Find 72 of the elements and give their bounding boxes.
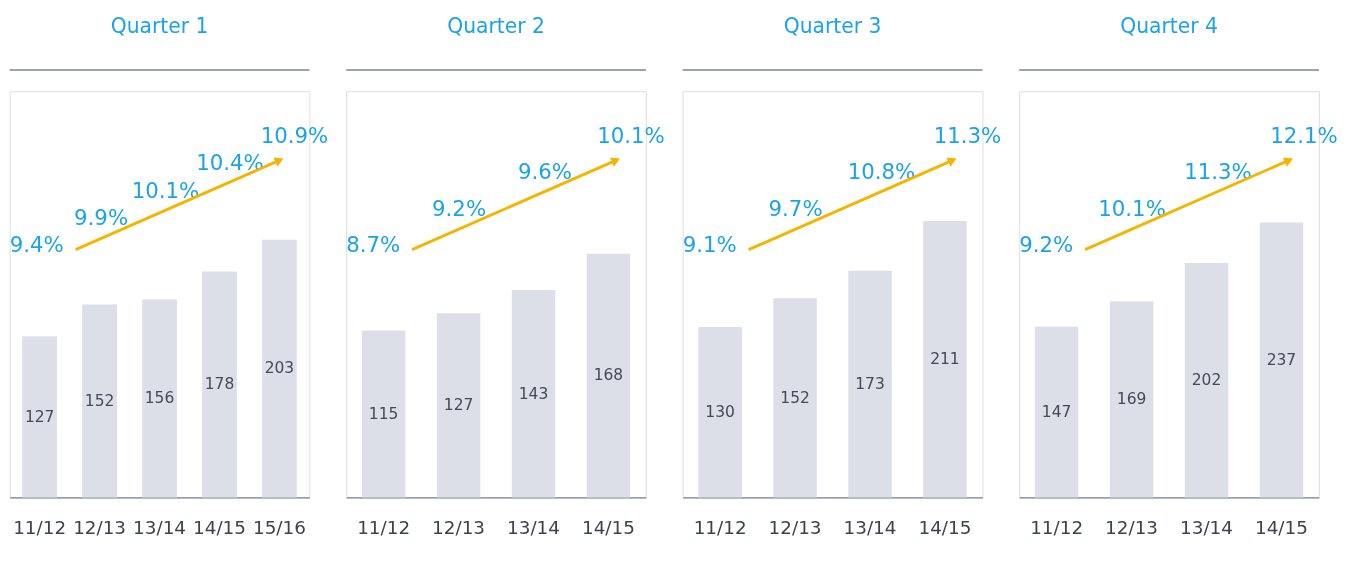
data-label: 143: [518, 384, 549, 403]
bar: [436, 313, 481, 498]
bar: [1184, 263, 1229, 498]
data-label: 152: [84, 391, 115, 410]
annotation: 11.3%: [933, 122, 1002, 148]
x-tick-label: 11/12: [693, 516, 747, 538]
x-tick-label: 11/12: [1030, 516, 1084, 538]
annotation: 10.9%: [260, 122, 329, 148]
data-label: 169: [1116, 390, 1147, 409]
annotation: 10.8%: [847, 159, 916, 185]
bar: [361, 330, 406, 498]
data-label: 130: [705, 403, 735, 422]
annotation: 10.1%: [1098, 195, 1166, 221]
bar: [848, 270, 892, 498]
x-tick-label: 14/15: [193, 516, 246, 538]
data-label: 147: [1041, 402, 1072, 421]
data-label: 237: [1266, 350, 1297, 369]
annotation: 12.1%: [1270, 122, 1338, 148]
x-tick-label: 14/15: [1254, 516, 1308, 538]
annotation: 9.1%: [682, 232, 737, 258]
annotation: 9.4%: [9, 232, 64, 258]
bar: [142, 299, 177, 498]
data-label: 202: [1191, 371, 1222, 390]
data-label: 211: [930, 350, 960, 369]
annotation: 9.6%: [517, 159, 573, 185]
data-label: 156: [144, 389, 175, 408]
data-label: 178: [204, 375, 235, 394]
annotation: 10.4%: [196, 150, 264, 176]
x-tick-label: 12/13: [768, 516, 822, 538]
data-label: 152: [780, 388, 810, 407]
chart-title: Quarter 1: [110, 13, 209, 38]
bar: [1034, 326, 1079, 498]
bar: [586, 253, 631, 498]
annotation: 8.7%: [346, 232, 401, 258]
annotation: 11.3%: [1184, 159, 1252, 185]
x-tick-label: 11/12: [357, 516, 411, 538]
data-label: 168: [593, 366, 624, 385]
annotation: 9.2%: [1019, 232, 1074, 258]
x-tick-label: 14/15: [581, 516, 635, 538]
chart-title: Quarter 4: [1120, 13, 1218, 38]
bar: [82, 304, 117, 498]
x-tick-label: 15/16: [252, 516, 306, 538]
bar: [773, 298, 817, 498]
x-tick-label: 12/13: [1105, 516, 1159, 538]
data-label: 203: [264, 359, 295, 378]
annotation: 9.9%: [74, 204, 129, 230]
x-tick-label: 13/14: [1180, 516, 1233, 538]
chart-title: Quarter 3: [783, 13, 882, 38]
data-label: 115: [368, 404, 399, 423]
data-label: 173: [855, 374, 885, 393]
bar: [262, 239, 297, 498]
bar: [1259, 222, 1304, 498]
x-tick-label: 13/14: [843, 516, 897, 538]
x-tick-label: 12/13: [432, 516, 486, 538]
chart-title: Quarter 2: [447, 13, 545, 38]
annotation: 10.1%: [597, 122, 665, 148]
bar: [698, 327, 742, 498]
annotation: 10.1%: [131, 177, 200, 203]
data-label: 127: [443, 396, 474, 415]
bar: [923, 220, 967, 498]
x-tick-label: 12/13: [73, 516, 127, 538]
x-tick-label: 13/14: [133, 516, 187, 538]
x-tick-label: 11/12: [13, 516, 67, 538]
annotation: 9.2%: [432, 195, 487, 221]
bar: [22, 336, 58, 498]
x-tick-label: 13/14: [507, 516, 560, 538]
bar: [511, 290, 556, 498]
x-tick-label: 14/15: [918, 516, 972, 538]
data-label: 127: [24, 407, 55, 426]
bar: [1109, 301, 1154, 498]
bar: [202, 271, 237, 498]
annotation: 9.7%: [768, 195, 823, 221]
